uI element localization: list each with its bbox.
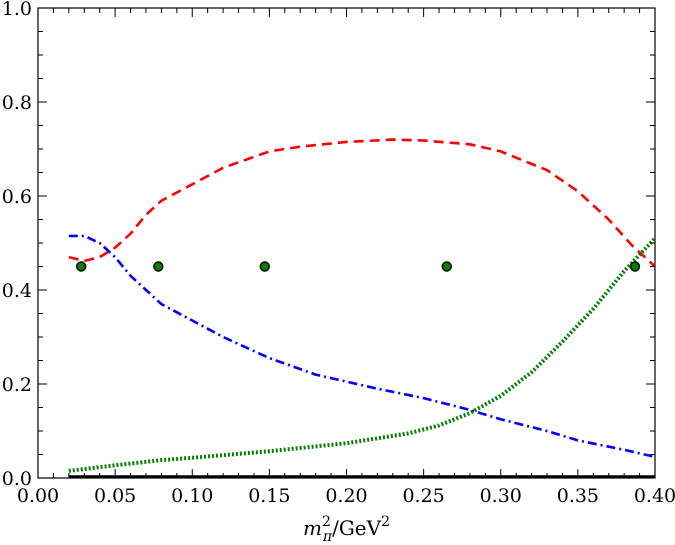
y-tick-label: 0.6: [2, 186, 32, 208]
x-axis-label-sup: 2: [322, 514, 331, 530]
x-tick-label: 0.20: [325, 485, 367, 507]
x-tick-label: 0.00: [17, 485, 59, 507]
series-line-dashdot: [68, 234, 656, 459]
y-tick-label: 0.4: [2, 280, 32, 302]
x-axis-label-rest-sup: 2: [381, 514, 390, 530]
x-tick-label: 0.35: [557, 485, 599, 507]
data-point-marker: [75, 261, 87, 272]
plot-area: [37, 7, 656, 479]
marker-layer: [75, 261, 641, 272]
data-point-marker: [629, 261, 641, 272]
series-layer: [68, 138, 657, 478]
x-tick-label: 0.05: [94, 485, 136, 507]
y-tick-label: 0.8: [2, 92, 32, 114]
x-tick-label: 0.30: [480, 485, 522, 507]
x-axis-label-sub: π: [322, 529, 333, 545]
plot-frame: [37, 7, 656, 479]
y-tick-label: 1.0: [2, 0, 32, 20]
x-tick-label: 0.15: [248, 485, 290, 507]
data-point-marker: [153, 261, 164, 272]
x-axis-label: m2 π/GeV2: [303, 514, 390, 545]
x-axis-label-rest: /GeV: [332, 516, 382, 540]
y-tick-label: 0.2: [2, 374, 32, 396]
y-tick-label: 0.0: [2, 468, 32, 490]
series-line-dashed: [68, 138, 656, 268]
x-tick-label: 0.40: [634, 485, 675, 507]
ticks-layer: 0.00 0.05 0.10 0.15 0.20 0.25 0.30 0.35 0.40 0.0 0…: [2, 0, 675, 507]
series-line-dotted: [68, 236, 657, 473]
x-axis-label-base: m: [303, 516, 322, 540]
data-point-marker: [259, 261, 270, 272]
x-tick-label: 0.25: [402, 485, 444, 507]
x-tick-label: 0.10: [171, 485, 213, 507]
data-point-marker: [441, 261, 452, 272]
